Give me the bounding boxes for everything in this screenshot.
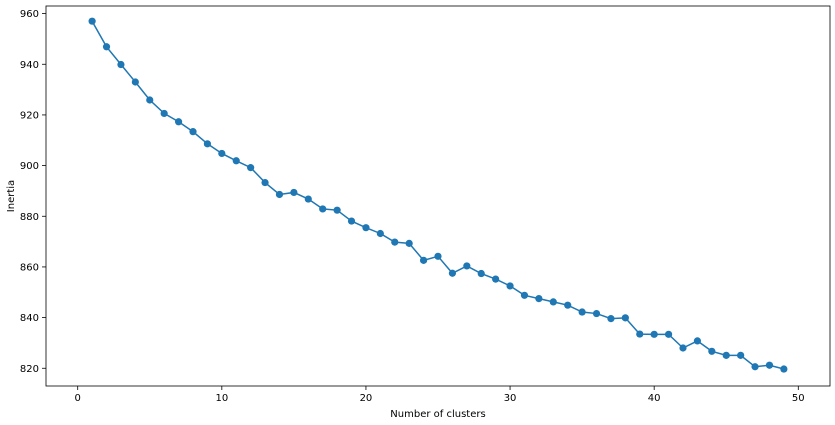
- y-tick-label: 840: [20, 313, 39, 324]
- x-axis: 0 10 20 30 40 50: [75, 386, 805, 404]
- data-point: [737, 351, 745, 359]
- data-point: [679, 344, 687, 352]
- y-axis: 820 840 860 880 900 920 940 960: [20, 9, 46, 375]
- y-axis-label: Inertia: [6, 180, 17, 212]
- data-point: [189, 128, 197, 136]
- data-point: [578, 308, 586, 316]
- data-point: [290, 188, 298, 197]
- data-point: [636, 330, 644, 338]
- data-point: [174, 118, 183, 126]
- data-point: [319, 205, 327, 213]
- data-point: [765, 361, 774, 369]
- data-point: [275, 190, 284, 199]
- data-point: [146, 96, 154, 104]
- y-tick-label: 960: [20, 9, 39, 20]
- data-point: [751, 363, 759, 371]
- x-axis-label: Number of clusters: [390, 409, 485, 420]
- data-point: [722, 351, 730, 359]
- data-point: [261, 178, 269, 187]
- data-point: [520, 291, 529, 299]
- y-tick-label: 940: [20, 60, 39, 71]
- data-point: [564, 301, 572, 309]
- data-point: [463, 262, 471, 270]
- y-tick-label: 900: [20, 161, 39, 172]
- data-point: [419, 256, 428, 264]
- x-tick-label: 50: [792, 393, 805, 404]
- data-point: [506, 282, 514, 290]
- data-point: [102, 43, 111, 51]
- y-tick-label: 920: [20, 110, 39, 121]
- data-point: [592, 309, 601, 318]
- x-tick-label: 10: [215, 393, 228, 404]
- x-tick-label: 30: [504, 393, 517, 404]
- data-point: [549, 298, 557, 306]
- data-point: [117, 60, 125, 69]
- data-point: [131, 78, 139, 86]
- data-point: [160, 109, 168, 118]
- series-markers: [88, 17, 788, 373]
- data-point: [362, 224, 370, 232]
- plot-area: [45, 5, 831, 387]
- data-point: [304, 195, 312, 203]
- data-point: [218, 149, 226, 158]
- data-point: [347, 217, 356, 225]
- data-point: [405, 239, 413, 247]
- y-tick-label: 820: [20, 364, 39, 375]
- data-point: [650, 330, 658, 338]
- y-tick-label: 880: [20, 212, 39, 223]
- data-point: [477, 269, 485, 278]
- data-point: [621, 314, 629, 322]
- data-point: [607, 315, 615, 323]
- y-tick-label: 860: [20, 262, 39, 273]
- data-point: [88, 17, 96, 25]
- data-point: [448, 269, 457, 277]
- data-point: [391, 238, 399, 246]
- data-point: [664, 330, 673, 338]
- data-point: [333, 206, 341, 214]
- x-tick-label: 40: [648, 393, 661, 404]
- x-tick-label: 0: [75, 393, 81, 404]
- data-point: [693, 337, 702, 345]
- data-point: [376, 229, 384, 238]
- data-point: [203, 140, 212, 148]
- data-point: [247, 164, 255, 172]
- data-point: [535, 295, 543, 303]
- data-point: [434, 252, 442, 260]
- data-point: [232, 157, 240, 165]
- data-point: [780, 365, 788, 373]
- data-point: [708, 347, 716, 355]
- data-point: [492, 275, 500, 283]
- x-tick-label: 20: [360, 393, 373, 404]
